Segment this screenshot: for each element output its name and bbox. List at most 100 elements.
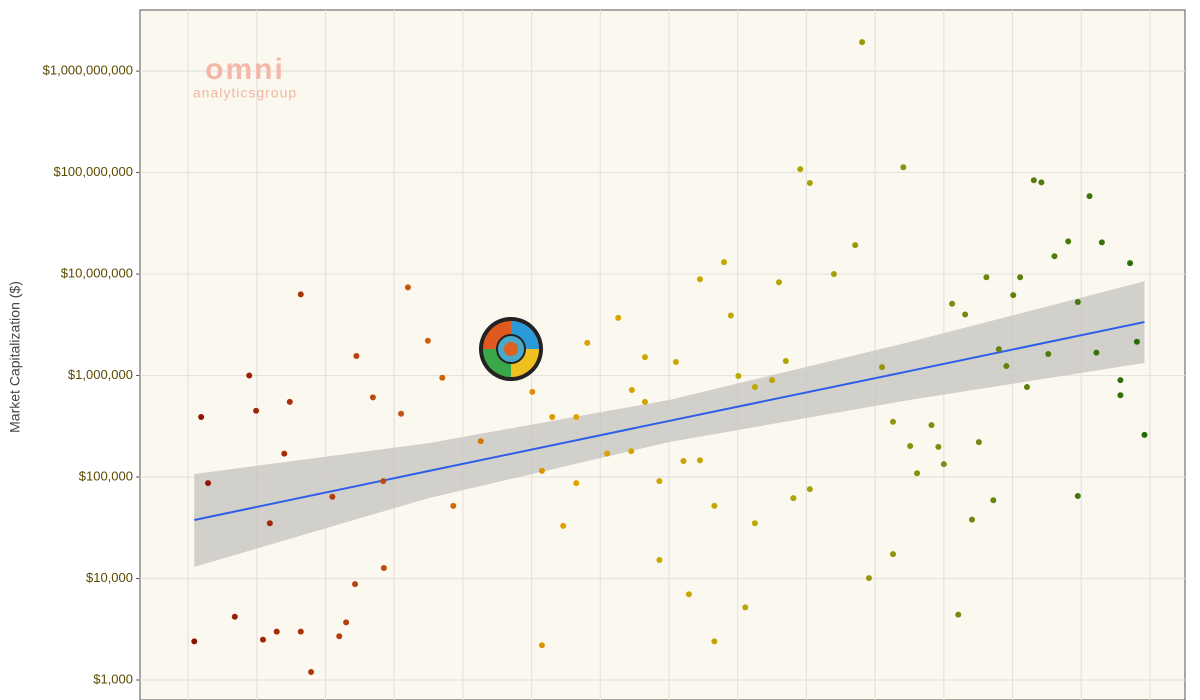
point	[641, 398, 648, 405]
point	[191, 638, 198, 645]
point	[727, 312, 734, 319]
point	[369, 394, 376, 401]
y-tick-label: $1,000,000	[68, 367, 133, 382]
point	[538, 642, 545, 649]
point	[198, 414, 205, 421]
point	[879, 364, 886, 371]
trend-line	[194, 321, 1145, 521]
point	[890, 551, 897, 558]
point	[955, 611, 962, 618]
point	[914, 470, 921, 477]
point	[859, 39, 866, 46]
point	[852, 242, 859, 249]
point	[1010, 292, 1017, 299]
y-tick-label: $1,000,000,000	[43, 63, 133, 78]
point	[398, 410, 405, 417]
point	[1065, 238, 1072, 245]
point	[424, 337, 431, 344]
point	[353, 352, 360, 359]
point	[477, 438, 484, 445]
point	[329, 493, 336, 500]
point	[1098, 239, 1105, 246]
points	[191, 39, 1148, 675]
point	[538, 467, 545, 474]
point	[975, 439, 982, 446]
point	[1117, 392, 1124, 399]
point	[775, 279, 782, 286]
point	[628, 387, 635, 394]
band-group	[194, 281, 1145, 567]
point	[604, 450, 611, 457]
point	[1117, 377, 1124, 384]
point	[907, 443, 914, 450]
point	[1074, 299, 1081, 306]
point	[336, 633, 343, 640]
y-tick-label: $10,000,000	[61, 265, 133, 280]
point	[641, 354, 648, 361]
point	[1030, 177, 1037, 184]
point	[529, 388, 536, 395]
point	[742, 604, 749, 611]
point	[1093, 349, 1100, 356]
point	[935, 443, 942, 450]
y-tick-label: $100,000,000	[53, 164, 133, 179]
point	[900, 164, 907, 171]
point	[656, 478, 663, 485]
point	[711, 638, 718, 645]
point	[696, 276, 703, 283]
point	[1051, 253, 1058, 260]
point	[928, 422, 935, 429]
point	[560, 522, 567, 529]
point	[1127, 260, 1134, 267]
point	[584, 339, 591, 346]
point	[751, 384, 758, 391]
point	[628, 448, 635, 455]
point	[751, 520, 758, 527]
point	[573, 414, 580, 421]
y-tick-label: $10,000	[86, 570, 133, 585]
point	[380, 564, 387, 571]
point	[1141, 431, 1148, 438]
point	[1086, 193, 1093, 200]
point	[439, 374, 446, 381]
point	[949, 300, 956, 307]
point	[231, 613, 238, 620]
point	[286, 398, 293, 405]
point	[615, 314, 622, 321]
point	[259, 636, 266, 643]
point	[450, 502, 457, 509]
point	[343, 619, 350, 626]
point	[720, 259, 727, 266]
coin-icon	[479, 317, 543, 381]
point	[990, 497, 997, 504]
point	[735, 372, 742, 379]
point	[769, 377, 776, 384]
point	[549, 414, 556, 421]
point	[273, 628, 280, 635]
point	[253, 407, 260, 414]
y-tick-label: $100,000	[79, 468, 133, 483]
point	[352, 581, 359, 588]
point	[1045, 351, 1052, 358]
point	[297, 291, 304, 298]
point	[806, 179, 813, 186]
point	[962, 311, 969, 318]
point	[281, 450, 288, 457]
point	[1023, 384, 1030, 391]
point	[696, 457, 703, 464]
point	[404, 284, 411, 291]
point	[890, 418, 897, 425]
point	[983, 274, 990, 281]
point	[308, 668, 315, 675]
point	[830, 271, 837, 278]
point	[1003, 363, 1010, 370]
point	[995, 346, 1002, 353]
point	[711, 502, 718, 509]
point	[573, 480, 580, 487]
point	[806, 486, 813, 493]
point	[940, 461, 947, 468]
point	[246, 372, 253, 379]
point	[205, 480, 212, 487]
point	[297, 628, 304, 635]
